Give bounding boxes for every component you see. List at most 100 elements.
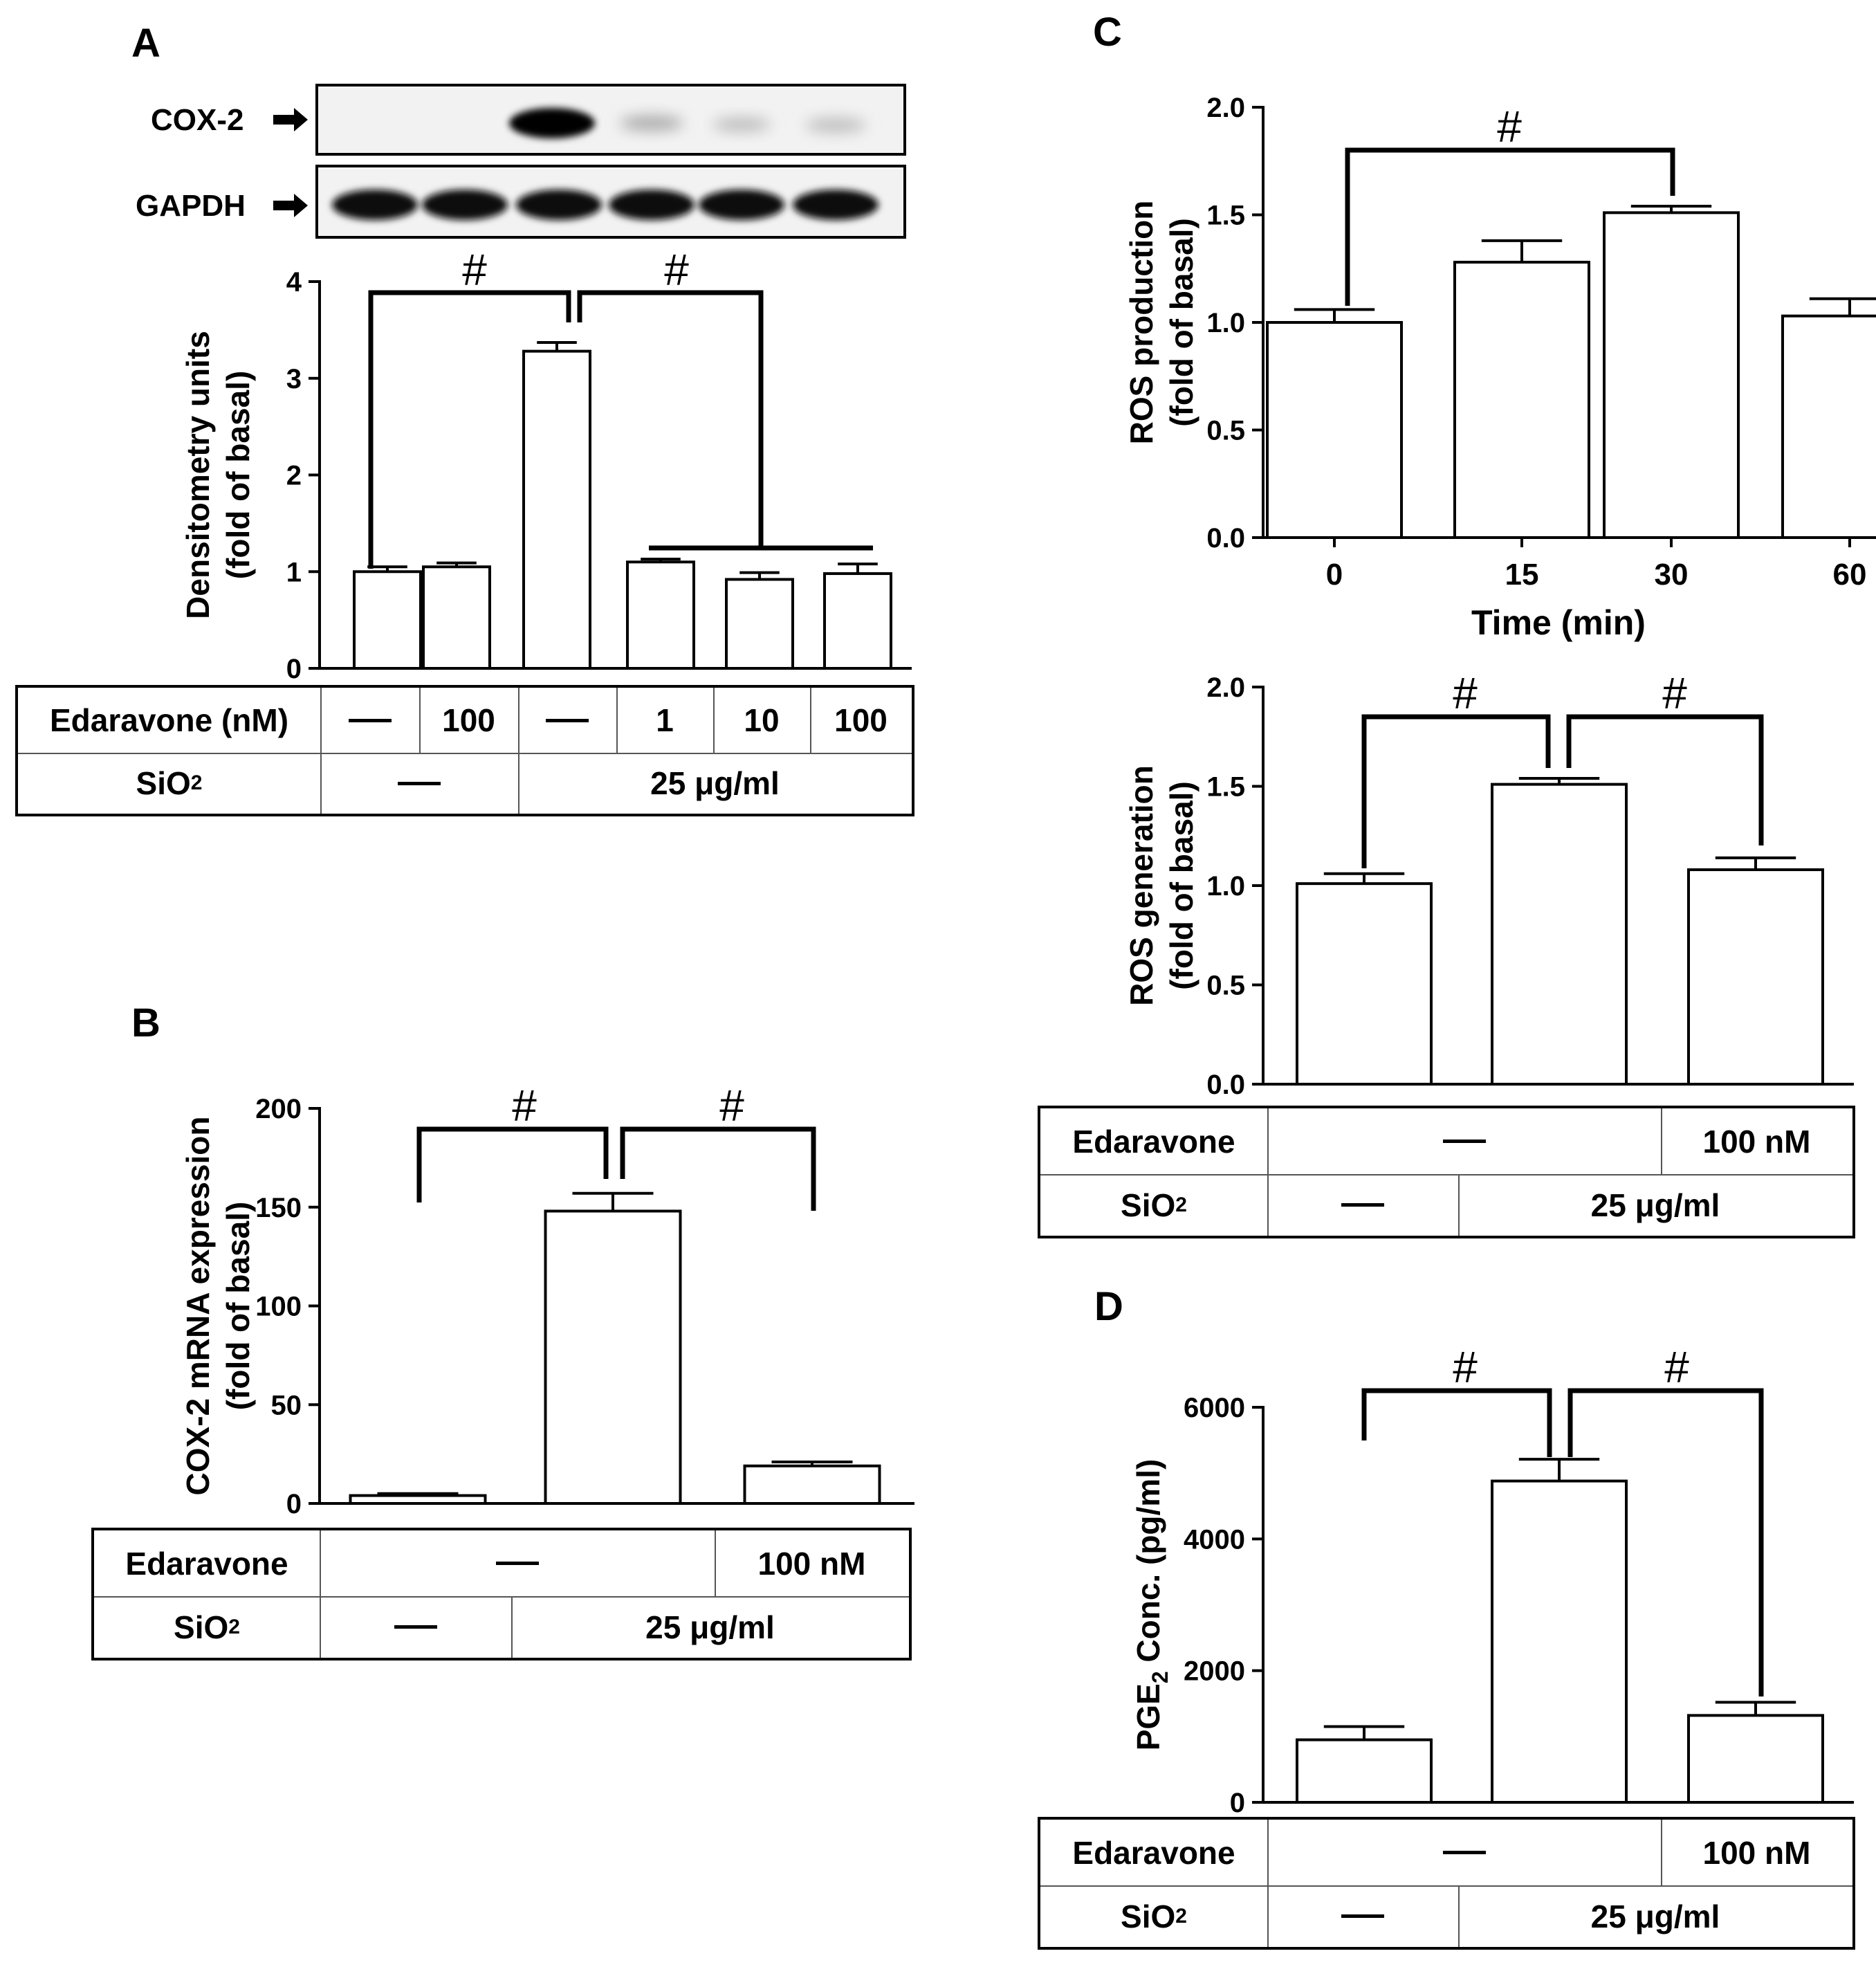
table-cell-dash [546,718,589,722]
table-cell [320,753,518,814]
y-axis-label: ROS generation [1123,765,1159,1006]
table-row-label: Edaravone (nM) [49,702,289,738]
panel-letter-d: D [1094,1284,1123,1329]
table-cell-dash [1442,1140,1486,1143]
chart-panel-a: 0 1 2 3 4 Densitometry units (fold of basal) # # [180,245,912,684]
table-cell: 100 nM [1702,1834,1811,1871]
significance-bracket [1566,714,1764,845]
table-cell: 100 nM [757,1545,866,1582]
western-blot: COX-2 GAPDH [136,84,906,239]
table-cell [1267,1885,1458,1947]
table-cell: 25 μg/ml [1590,1187,1720,1223]
table-row-label: SiO 2 [174,1609,240,1645]
bar [1453,260,1590,539]
table-cell-dash [394,1625,437,1629]
bar [353,570,422,670]
y-tick-label: 6000 [1184,1393,1245,1423]
table-cell: 25 μg/ml [645,1609,775,1645]
table-cell [1267,1108,1661,1174]
bar [1491,1479,1628,1804]
chart-panel-b: 0 50 100 150 200 COX-2 mRNA expression (fold o… [180,1081,914,1519]
chart-panel-c-time: 0.0 0.5 1.0 1.5 2.0 ROS production (fold of ba… [1123,93,1876,642]
bar [1296,882,1433,1086]
table-cell: 1 [656,702,674,738]
table-cell: 25 μg/ml [1590,1898,1720,1934]
significance-marker: # [1662,668,1687,718]
y-tick-label: 4000 [1184,1524,1245,1555]
blot-band [332,190,418,220]
table-row-label: SiO 2 [1121,1187,1187,1223]
blot-band [620,116,683,131]
y-tick-label: 50 [271,1390,302,1420]
y-tick-label: 1.0 [1206,871,1245,902]
y-tick-label: 0.0 [1206,523,1245,553]
y-tick-label: 0 [286,1489,302,1519]
y-axis-label: (fold of basal) [1164,781,1199,990]
y-axis-label: (fold of basal) [220,371,256,580]
y-tick-label: 200 [255,1094,302,1124]
y-axis-label: PGE2 Conc. (pg/ml) [1130,1459,1172,1751]
bar [1266,321,1403,539]
bar [823,572,892,670]
arrow-right-icon [273,194,308,217]
blot-band [793,190,879,220]
panel-letter-a: A [131,21,160,66]
bar [725,578,794,670]
table-row-label: Edaravone [125,1545,288,1582]
significance-bracket [1361,1388,1552,1457]
blot-label-gapdh: GAPDH [136,189,246,223]
treatment-table-a: Edaravone (nM) 100 1 10 100 SiO 2 25 μg/m… [15,685,914,816]
significance-marker: # [512,1081,537,1131]
y-tick-label: 0 [1230,1788,1245,1818]
x-axis-label: Time (min) [1471,603,1646,642]
bar [1603,211,1740,539]
table-cell [1267,1820,1661,1885]
significance-marker: # [719,1081,744,1131]
table-cell [518,688,616,753]
y-tick-label: 2.0 [1206,93,1245,123]
table-cell [320,1596,511,1658]
significance-marker: # [1664,1342,1689,1392]
table-cell: 25 μg/ml [650,765,780,801]
y-tick-label: 100 [255,1292,302,1322]
chart-panel-d: 0 2000 4000 6000 PGE2 Conc. (pg/ml) # # [1130,1342,1854,1818]
table-row-label: SiO 2 [1121,1898,1187,1934]
y-tick-label: 0.5 [1206,416,1245,446]
table-row-label: SiO 2 [136,765,203,801]
y-axis-label: COX-2 mRNA expression [180,1117,216,1496]
treatment-table-c: Edaravone 100 nM SiO 2 25 μg/ml [1038,1106,1855,1238]
table-cell-dash [398,781,441,785]
table-cell: 100 nM [1702,1123,1811,1160]
y-tick-label: 150 [255,1193,302,1223]
table-cell: 100 [442,702,495,738]
table-cell-dash [1341,1914,1384,1918]
chart-panel-c-treatment: 0.0 0.5 1.0 1.5 2.0 ROS generation (fold of ba… [1123,668,1854,1100]
blot-band [516,190,602,220]
bar [1687,868,1824,1086]
table-cell-dash [495,1562,539,1565]
significance-marker: # [462,245,487,295]
y-tick-label: 2.0 [1206,673,1245,703]
x-tick-label: 30 [1655,558,1689,592]
y-axis-label: (fold of basal) [220,1202,256,1411]
table-cell: 10 [744,702,780,738]
bar [743,1464,881,1505]
bar [422,565,491,670]
significance-bracket [577,290,764,548]
blot-band [712,118,771,131]
y-tick-label: 2000 [1184,1656,1245,1687]
treatment-table-b: Edaravone 100 nM SiO 2 25 μg/ml [91,1528,912,1660]
table-cell-dash [1341,1203,1384,1207]
y-axis-label: ROS production [1123,201,1159,445]
y-tick-label: 3 [286,364,302,394]
significance-marker: # [1453,668,1478,718]
table-row-label: Edaravone [1072,1123,1235,1160]
significance-bracket [620,1126,816,1211]
blot-strip-cox2 [315,84,906,156]
y-tick-label: 1 [286,557,302,587]
blot-label-cox2: COX-2 [151,103,243,137]
blot-bands-cox2 [509,108,866,138]
blot-band [422,190,508,220]
y-tick-label: 0 [286,654,302,684]
